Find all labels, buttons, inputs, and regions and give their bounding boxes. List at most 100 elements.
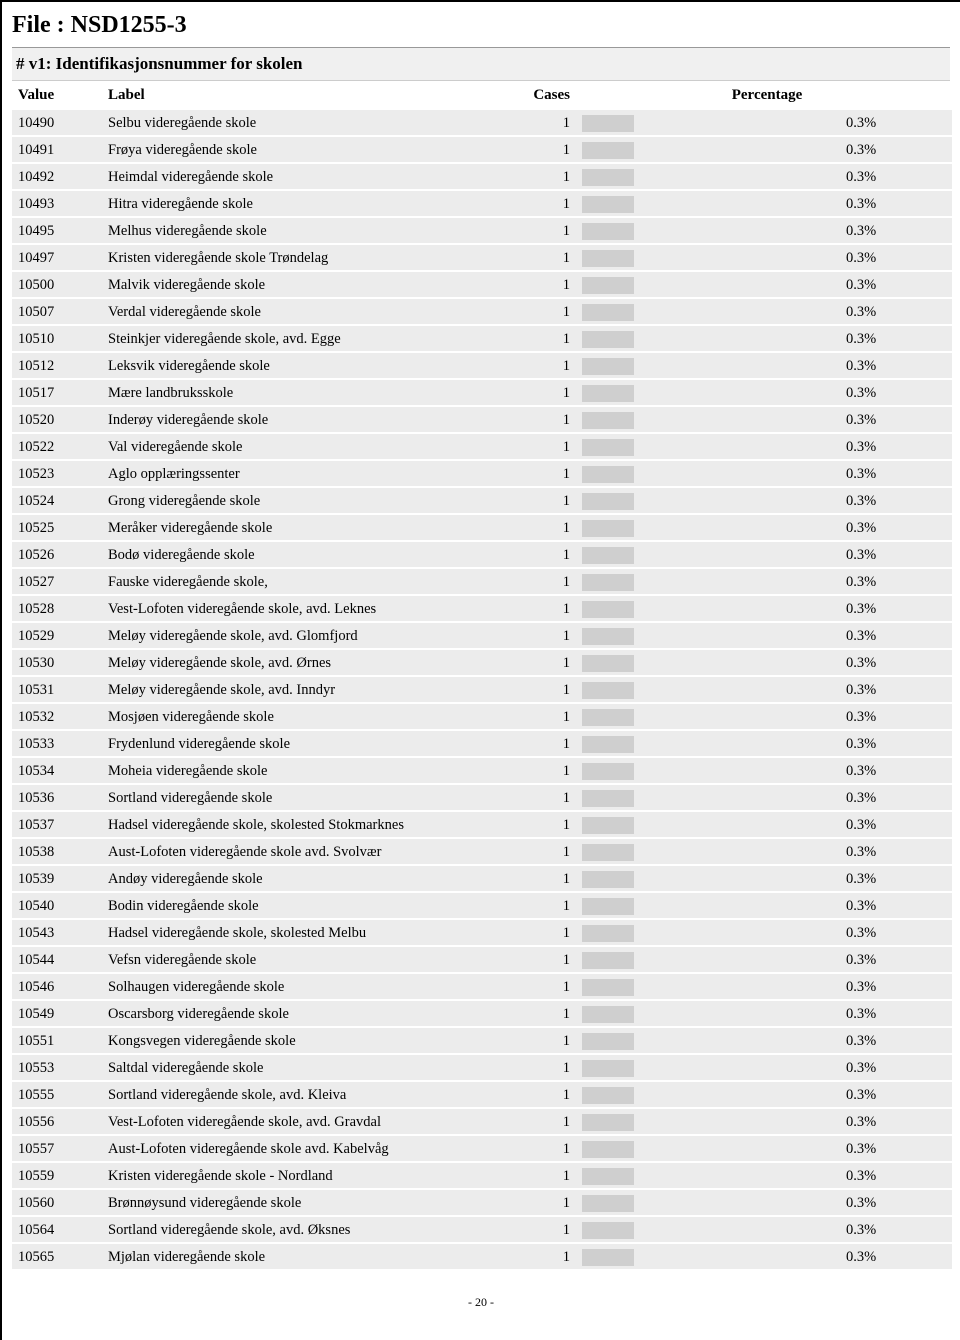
cell-percentage: 0.3% bbox=[842, 298, 952, 325]
table-row: 10493Hitra videregående skole10.3% bbox=[12, 190, 952, 217]
percentage-bar bbox=[582, 790, 634, 807]
cell-percentage: 0.3% bbox=[842, 110, 952, 136]
cell-label: Leksvik videregående skole bbox=[102, 352, 522, 379]
cell-percentage: 0.3% bbox=[842, 1135, 952, 1162]
cell-label: Steinkjer videregående skole, avd. Egge bbox=[102, 325, 522, 352]
percentage-bar bbox=[582, 1087, 634, 1104]
variable-title: # v1: Identifikasjonsnummer for skolen bbox=[12, 48, 950, 81]
cell-value: 10546 bbox=[12, 973, 102, 1000]
table-row: 10528Vest-Lofoten videregående skole, av… bbox=[12, 595, 952, 622]
cell-label: Sortland videregående skole bbox=[102, 784, 522, 811]
cell-value: 10538 bbox=[12, 838, 102, 865]
cell-bar bbox=[582, 1054, 842, 1081]
table-row: 10525Meråker videregående skole10.3% bbox=[12, 514, 952, 541]
cell-value: 10533 bbox=[12, 730, 102, 757]
cell-percentage: 0.3% bbox=[842, 487, 952, 514]
percentage-bar bbox=[582, 628, 634, 645]
cell-cases: 1 bbox=[522, 136, 582, 163]
cell-bar bbox=[582, 352, 842, 379]
cell-bar bbox=[582, 460, 842, 487]
cell-bar bbox=[582, 1081, 842, 1108]
cell-percentage: 0.3% bbox=[842, 433, 952, 460]
cell-value: 10531 bbox=[12, 676, 102, 703]
table-row: 10533Frydenlund videregående skole10.3% bbox=[12, 730, 952, 757]
cell-cases: 1 bbox=[522, 379, 582, 406]
cell-bar bbox=[582, 1216, 842, 1243]
cell-label: Frydenlund videregående skole bbox=[102, 730, 522, 757]
cell-label: Heimdal videregående skole bbox=[102, 163, 522, 190]
cell-percentage: 0.3% bbox=[842, 244, 952, 271]
cell-percentage: 0.3% bbox=[842, 1162, 952, 1189]
cell-percentage: 0.3% bbox=[842, 811, 952, 838]
cell-label: Melhus videregående skole bbox=[102, 217, 522, 244]
cell-bar bbox=[582, 1135, 842, 1162]
table-row: 10522Val videregående skole10.3% bbox=[12, 433, 952, 460]
cell-label: Aust-Lofoten videregående skole avd. Kab… bbox=[102, 1135, 522, 1162]
percentage-bar bbox=[582, 1222, 634, 1239]
cell-cases: 1 bbox=[522, 1054, 582, 1081]
cell-value: 10544 bbox=[12, 946, 102, 973]
cell-label: Kristen videregående skole - Nordland bbox=[102, 1162, 522, 1189]
cell-percentage: 0.3% bbox=[842, 1189, 952, 1216]
cell-value: 10534 bbox=[12, 757, 102, 784]
cell-value: 10527 bbox=[12, 568, 102, 595]
cell-label: Solhaugen videregående skole bbox=[102, 973, 522, 1000]
cell-label: Aglo opplæringssenter bbox=[102, 460, 522, 487]
cell-cases: 1 bbox=[522, 919, 582, 946]
table-row: 10495Melhus videregående skole10.3% bbox=[12, 217, 952, 244]
data-table: Value Label Cases Percentage 10490Selbu … bbox=[12, 81, 952, 1271]
percentage-bar bbox=[582, 817, 634, 834]
percentage-bar bbox=[582, 1141, 634, 1158]
cell-bar bbox=[582, 703, 842, 730]
cell-bar bbox=[582, 1108, 842, 1135]
cell-bar bbox=[582, 1243, 842, 1270]
cell-percentage: 0.3% bbox=[842, 595, 952, 622]
cell-bar bbox=[582, 541, 842, 568]
cell-bar bbox=[582, 514, 842, 541]
percentage-bar bbox=[582, 925, 634, 942]
cell-bar bbox=[582, 865, 842, 892]
page-container: File : NSD1255-3 # v1: Identifikasjonsnu… bbox=[0, 0, 960, 1340]
cell-percentage: 0.3% bbox=[842, 325, 952, 352]
percentage-bar bbox=[582, 358, 634, 375]
cell-cases: 1 bbox=[522, 514, 582, 541]
cell-cases: 1 bbox=[522, 1216, 582, 1243]
cell-label: Meløy videregående skole, avd. Ørnes bbox=[102, 649, 522, 676]
cell-percentage: 0.3% bbox=[842, 757, 952, 784]
cell-bar bbox=[582, 163, 842, 190]
cell-cases: 1 bbox=[522, 487, 582, 514]
table-row: 10565Mjølan videregående skole10.3% bbox=[12, 1243, 952, 1270]
cell-bar bbox=[582, 1189, 842, 1216]
cell-label: Aust-Lofoten videregående skole avd. Svo… bbox=[102, 838, 522, 865]
table-row: 10538Aust-Lofoten videregående skole avd… bbox=[12, 838, 952, 865]
cell-label: Meløy videregående skole, avd. Inndyr bbox=[102, 676, 522, 703]
cell-percentage: 0.3% bbox=[842, 163, 952, 190]
cell-cases: 1 bbox=[522, 784, 582, 811]
cell-percentage: 0.3% bbox=[842, 271, 952, 298]
table-row: 10524Grong videregående skole10.3% bbox=[12, 487, 952, 514]
cell-cases: 1 bbox=[522, 217, 582, 244]
cell-label: Vest-Lofoten videregående skole, avd. Gr… bbox=[102, 1108, 522, 1135]
cell-bar bbox=[582, 110, 842, 136]
cell-value: 10492 bbox=[12, 163, 102, 190]
cell-cases: 1 bbox=[522, 163, 582, 190]
percentage-bar bbox=[582, 1249, 634, 1266]
cell-value: 10551 bbox=[12, 1027, 102, 1054]
cell-value: 10556 bbox=[12, 1108, 102, 1135]
header-value: Value bbox=[12, 81, 102, 110]
percentage-bar bbox=[582, 115, 634, 132]
cell-bar bbox=[582, 298, 842, 325]
cell-cases: 1 bbox=[522, 352, 582, 379]
cell-bar bbox=[582, 595, 842, 622]
cell-bar bbox=[582, 406, 842, 433]
cell-bar bbox=[582, 325, 842, 352]
cell-value: 10557 bbox=[12, 1135, 102, 1162]
percentage-bar bbox=[582, 493, 634, 510]
cell-cases: 1 bbox=[522, 460, 582, 487]
cell-cases: 1 bbox=[522, 1000, 582, 1027]
cell-bar bbox=[582, 136, 842, 163]
cell-percentage: 0.3% bbox=[842, 838, 952, 865]
cell-bar bbox=[582, 568, 842, 595]
cell-percentage: 0.3% bbox=[842, 1243, 952, 1270]
file-title: File : NSD1255-3 bbox=[12, 10, 950, 48]
